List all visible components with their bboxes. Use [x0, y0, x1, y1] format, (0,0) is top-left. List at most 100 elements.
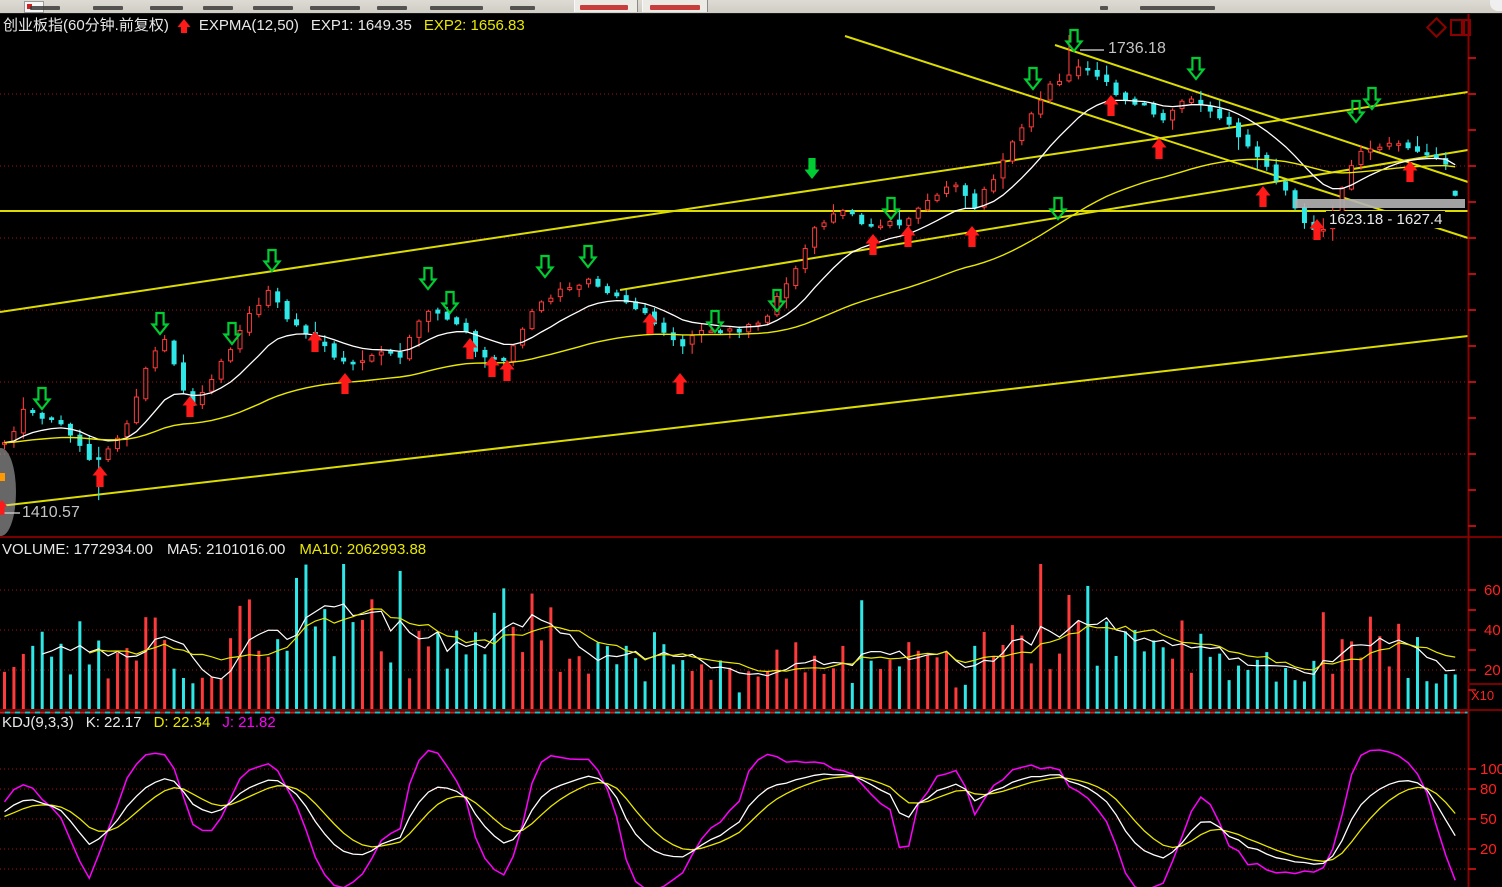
candle-body [482, 349, 488, 358]
volume-bar [1123, 631, 1127, 710]
sell-signal-arrow [1048, 196, 1068, 221]
volume-bar [982, 631, 986, 710]
candle-body [105, 448, 111, 461]
volume-bar [1434, 683, 1438, 710]
candle-body [1236, 122, 1242, 138]
volume-pane[interactable] [0, 564, 1468, 710]
kdj-pane[interactable] [0, 749, 1468, 887]
chart-canvas[interactable] [0, 13, 1502, 887]
candle-body [133, 396, 139, 424]
volume-bar [1208, 656, 1212, 710]
volume-bar [945, 652, 948, 710]
sell-signal-arrow [222, 321, 242, 346]
volume-bar [12, 667, 16, 710]
menubar-corner [1490, 0, 1502, 11]
buy-signal-arrow [1103, 95, 1119, 116]
candle-body [802, 248, 808, 270]
trendline[interactable] [0, 335, 1469, 507]
trendline[interactable] [619, 149, 1469, 291]
kdj-axis-label: 100 [1480, 761, 1502, 778]
buy-signal-arrow [92, 466, 108, 487]
volume-bar [1020, 635, 1024, 710]
candle-body [124, 423, 130, 438]
kdj-pane-title: KDJ(9,3,3) K: 22.17 D: 22.34 J: 21.82 [2, 714, 276, 732]
buy-signal-arrow [672, 373, 688, 394]
candle-body [1019, 127, 1025, 142]
volume-bar [784, 678, 788, 710]
candle-body [708, 330, 714, 334]
volume-bar [1397, 623, 1401, 710]
buy-signal-arrow [337, 373, 353, 394]
main-price-pane[interactable] [0, 28, 1469, 536]
volume-bar [502, 588, 506, 710]
volume-bar [1265, 652, 1269, 710]
volume-bar [1227, 680, 1231, 710]
candle-body [1122, 92, 1128, 102]
volume-value: VOLUME: 1772934.00 [2, 541, 153, 558]
volume-bar [360, 619, 364, 710]
candle-body [510, 345, 516, 362]
sell-signal-arrow [32, 386, 52, 411]
candle-body [840, 210, 846, 216]
sell-signal-arrow [1023, 66, 1043, 91]
split-window-icon[interactable] [1450, 19, 1463, 36]
split-window-icon[interactable] [1463, 19, 1471, 36]
candle-body [557, 288, 563, 298]
volume-axis-label: 60 [1484, 582, 1501, 599]
candle-body [397, 351, 403, 358]
candle-body [1028, 113, 1034, 128]
candle-body [915, 207, 921, 219]
volume-bar [963, 684, 967, 710]
candle-body [736, 328, 742, 333]
volume-bar [1274, 681, 1278, 710]
volume-bar [1340, 639, 1344, 710]
candle-body [350, 361, 356, 365]
candle-body [567, 287, 573, 291]
volume-bar [1133, 629, 1137, 710]
candle-body [661, 322, 667, 333]
sell-signal-arrow [578, 244, 598, 269]
candle-body [20, 408, 26, 434]
main-chart-title: 创业板指(60分钟.前复权) EXPMA(12,50) EXP1: 1649.3… [3, 17, 525, 35]
volume-bar [1293, 680, 1297, 710]
volume-bar [200, 677, 204, 710]
volume-bar [87, 664, 91, 710]
candle-body [849, 210, 855, 215]
menu-text-fragment [310, 6, 360, 10]
menubar[interactable] [0, 0, 1502, 14]
candle-body [934, 194, 940, 201]
volume-bar [1453, 674, 1457, 710]
candle-body [859, 214, 865, 225]
volume-bar [577, 656, 581, 710]
buy-signal-arrow [642, 313, 658, 334]
candle-body [341, 357, 347, 362]
candle-body [538, 301, 544, 312]
candle-body [1207, 105, 1213, 112]
candle-body [529, 311, 535, 330]
candle-body [501, 357, 507, 362]
candle-body [944, 186, 949, 194]
trendline[interactable] [1054, 44, 1469, 183]
volume-axis-label: 20 [1484, 662, 1501, 679]
volume-bar [643, 681, 647, 710]
candle-body [77, 434, 83, 446]
volume-bar [229, 638, 233, 710]
diamond-icon[interactable] [1425, 16, 1448, 39]
buy-signal-arrow [964, 226, 980, 247]
volume-bar [1302, 681, 1306, 710]
candle-body [906, 218, 912, 226]
up-arrow-icon [177, 18, 191, 34]
volume-bar [59, 643, 63, 710]
volume-bar [389, 662, 393, 710]
volume-bar [1416, 637, 1419, 710]
candle-body [209, 378, 215, 392]
buy-signal-arrow [462, 338, 478, 359]
volume-bar [379, 651, 383, 710]
candle-body [1094, 69, 1100, 77]
candle-body [1179, 100, 1185, 109]
sell-signal-arrow [418, 266, 438, 291]
trendline[interactable] [0, 91, 1469, 313]
candle-body [463, 322, 469, 332]
candle-body [58, 420, 64, 425]
